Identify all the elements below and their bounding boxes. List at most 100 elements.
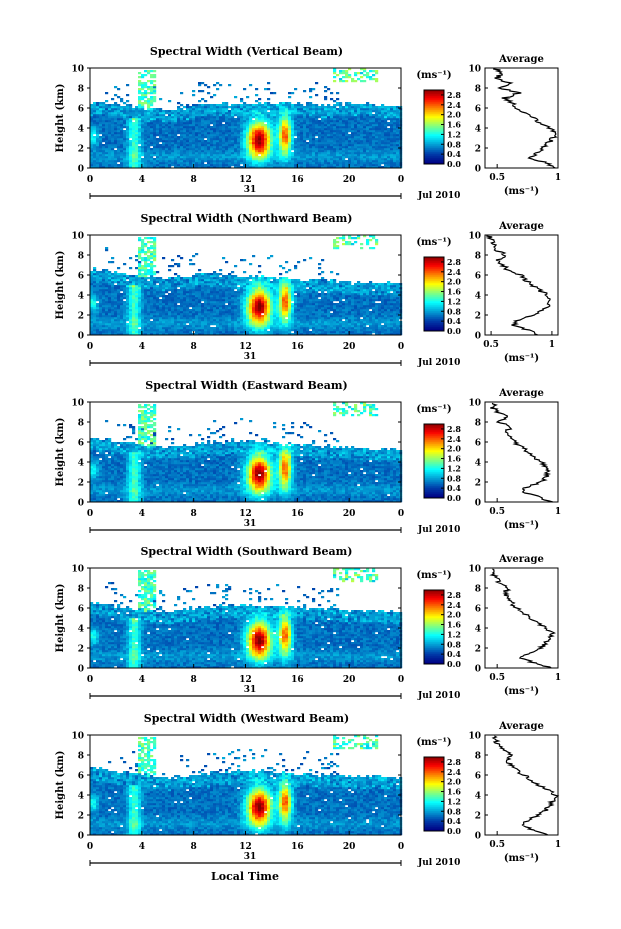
heatmap-cell: [237, 104, 241, 107]
heatmap-cell: [117, 291, 121, 294]
heatmap-cell: [333, 156, 337, 159]
heatmap-cell: [366, 116, 370, 119]
heatmap-cell: [102, 285, 106, 288]
heatmap-cell: [171, 160, 175, 163]
heatmap-cell: [387, 118, 391, 121]
heatmap-cell: [198, 154, 202, 157]
heatmap-cell: [264, 164, 268, 167]
heatmap-cell: [90, 142, 94, 145]
heatmap-cell: [156, 285, 160, 288]
heatmap-cell: [195, 323, 199, 326]
heatmap-cell: [297, 154, 301, 157]
colorbar-tick-label: 0.8: [447, 139, 461, 149]
heatmap-cell: [126, 323, 130, 326]
colorbar-tick-label: 2.4: [447, 100, 461, 110]
heatmap-cell: [171, 301, 175, 304]
heatmap-cell: [177, 140, 181, 143]
heatmap-cell: [279, 102, 283, 105]
heatmap-cell: [120, 295, 124, 298]
heatmap-cell: [105, 303, 109, 306]
heatmap-cell: [168, 327, 172, 330]
heatmap-cell: [147, 156, 151, 159]
heatmap-cell: [276, 118, 280, 121]
heatmap-cell: [231, 138, 235, 141]
heatmap-cell: [150, 293, 154, 296]
heatmap-cell: [102, 104, 106, 107]
heatmap-cell: [144, 118, 148, 121]
heatmap-cell: [165, 289, 169, 292]
heatmap-cell: [135, 303, 139, 306]
heatmap-cell: [210, 144, 214, 147]
heatmap-cell: [393, 118, 397, 121]
heatmap-cell: [366, 134, 370, 137]
heatmap-cell: [150, 281, 154, 284]
heatmap-cell: [96, 295, 100, 298]
heatmap-cell: [303, 158, 307, 161]
heatmap-cell: [201, 134, 205, 137]
heatmap-cell: [285, 132, 289, 135]
heatmap-cell: [99, 110, 103, 113]
heatmap-cell: [249, 136, 253, 139]
heatmap-cell: [288, 152, 292, 155]
heatmap-cell: [210, 309, 214, 312]
heatmap-cell: [234, 140, 238, 143]
heatmap-cell: [93, 146, 97, 149]
heatmap-cell: [312, 162, 316, 165]
heatmap-cell: [333, 122, 337, 125]
heatmap-cell: [141, 247, 145, 250]
heatmap-cell: [270, 164, 274, 167]
heatmap-cell: [111, 333, 115, 336]
heatmap-cell: [174, 164, 178, 167]
heatmap-cell: [393, 146, 397, 149]
heatmap-cell: [126, 106, 130, 109]
heatmap-cell: [216, 126, 220, 129]
heatmap-cell: [336, 146, 340, 149]
heatmap-cell: [108, 156, 112, 159]
heatmap-cell: [189, 142, 193, 145]
heatmap-cell: [195, 299, 199, 302]
heatmap-cell: [108, 122, 112, 125]
heatmap-cell: [234, 152, 238, 155]
heatmap-cell: [120, 126, 124, 129]
heatmap-cell: [246, 136, 250, 139]
heatmap-cell: [153, 273, 157, 276]
heatmap-cell: [90, 156, 94, 159]
heatmap-cell: [291, 124, 295, 127]
heatmap-cell: [216, 160, 220, 163]
heatmap-cell: [396, 116, 400, 119]
heatmap-cell: [357, 158, 361, 161]
heatmap-cell: [351, 120, 355, 123]
heatmap-cell: [153, 96, 157, 99]
heatmap-cell: [159, 162, 163, 165]
heatmap-cell: [357, 166, 361, 169]
heatmap-cell: [189, 329, 193, 332]
heatmap-cell: [210, 289, 214, 292]
heatmap-cell: [294, 156, 298, 159]
heatmap-cell: [306, 132, 310, 135]
heatmap-cell: [186, 327, 190, 330]
heatmap-cell: [192, 156, 196, 159]
heatmap-cell: [384, 114, 388, 117]
heatmap-cell: [114, 289, 118, 292]
heatmap-cell: [207, 114, 211, 117]
heatmap-cell: [177, 128, 181, 131]
heatmap-cell: [150, 329, 154, 332]
heatmap-cell: [99, 164, 103, 167]
heatmap-cell: [177, 162, 181, 165]
heatmap-cell: [288, 144, 292, 147]
heatmap-cell: [168, 150, 172, 153]
heatmap-cell: [288, 120, 292, 123]
heatmap-cell: [327, 116, 331, 119]
heatmap-cell: [111, 319, 115, 322]
heatmap-cell: [117, 297, 121, 300]
heatmap-cell: [267, 140, 271, 143]
heatmap-cell: [135, 323, 139, 326]
heatmap-cell: [321, 132, 325, 135]
heatmap-cell: [171, 259, 175, 262]
heatmap-cell: [147, 237, 151, 240]
heatmap-cell: [108, 329, 112, 332]
heatmap-cell: [282, 144, 286, 147]
heatmap-cell: [387, 142, 391, 145]
heatmap-cell: [240, 156, 244, 159]
heatmap-cell: [120, 281, 124, 284]
